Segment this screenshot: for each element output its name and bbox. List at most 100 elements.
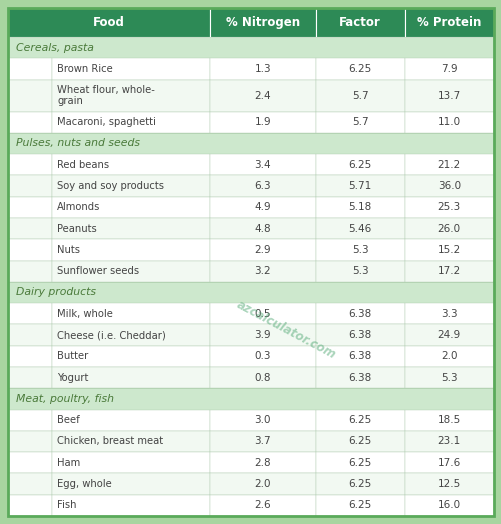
Bar bbox=[52, 80, 209, 112]
Text: Yogurt: Yogurt bbox=[57, 373, 89, 383]
Bar bbox=[52, 452, 209, 473]
Bar bbox=[404, 8, 493, 37]
Text: 2.0: 2.0 bbox=[440, 352, 456, 362]
Text: 7.9: 7.9 bbox=[440, 64, 457, 74]
Text: 15.2: 15.2 bbox=[437, 245, 460, 255]
Bar bbox=[209, 324, 315, 346]
Bar bbox=[209, 410, 315, 431]
Bar bbox=[209, 58, 315, 80]
Text: 1.3: 1.3 bbox=[254, 64, 271, 74]
Text: 23.1: 23.1 bbox=[437, 436, 460, 446]
Text: Factor: Factor bbox=[339, 16, 380, 29]
Bar bbox=[404, 58, 493, 80]
Text: 5.7: 5.7 bbox=[351, 117, 368, 127]
Text: 12.5: 12.5 bbox=[437, 479, 460, 489]
Text: 6.25: 6.25 bbox=[348, 479, 371, 489]
Text: Chicken, breast meat: Chicken, breast meat bbox=[57, 436, 163, 446]
Bar bbox=[52, 196, 209, 218]
Bar bbox=[8, 37, 493, 58]
Text: % Protein: % Protein bbox=[416, 16, 480, 29]
Text: Butter: Butter bbox=[57, 352, 89, 362]
Text: 6.25: 6.25 bbox=[348, 64, 371, 74]
Text: Meat, poultry, fish: Meat, poultry, fish bbox=[16, 394, 114, 404]
Bar bbox=[8, 218, 52, 239]
Text: 3.0: 3.0 bbox=[254, 415, 271, 425]
Bar bbox=[209, 431, 315, 452]
Bar bbox=[315, 452, 404, 473]
Bar bbox=[315, 260, 404, 282]
Bar bbox=[209, 495, 315, 516]
Bar bbox=[52, 410, 209, 431]
Text: Ham: Ham bbox=[57, 458, 81, 468]
Bar bbox=[8, 260, 52, 282]
Text: 26.0: 26.0 bbox=[437, 224, 460, 234]
Bar bbox=[209, 239, 315, 260]
Text: Macaroni, spaghetti: Macaroni, spaghetti bbox=[57, 117, 156, 127]
Bar bbox=[404, 410, 493, 431]
Bar bbox=[8, 452, 52, 473]
Bar bbox=[404, 303, 493, 324]
Text: 6.25: 6.25 bbox=[348, 458, 371, 468]
Bar bbox=[52, 239, 209, 260]
Text: 2.4: 2.4 bbox=[254, 91, 271, 101]
Bar bbox=[8, 324, 52, 346]
Text: 2.8: 2.8 bbox=[254, 458, 271, 468]
Bar bbox=[315, 473, 404, 495]
Bar bbox=[315, 239, 404, 260]
Bar bbox=[315, 346, 404, 367]
Bar bbox=[52, 495, 209, 516]
Bar bbox=[8, 196, 52, 218]
Bar bbox=[209, 218, 315, 239]
Text: 0.5: 0.5 bbox=[254, 309, 271, 319]
Text: azcalculator.com: azcalculator.com bbox=[234, 298, 337, 362]
Bar bbox=[8, 282, 493, 303]
Bar bbox=[52, 176, 209, 196]
Bar bbox=[52, 112, 209, 133]
Text: Brown Rice: Brown Rice bbox=[57, 64, 113, 74]
Text: 13.7: 13.7 bbox=[437, 91, 460, 101]
Text: 21.2: 21.2 bbox=[437, 160, 460, 170]
Bar bbox=[52, 154, 209, 176]
Text: 0.3: 0.3 bbox=[254, 352, 271, 362]
Bar bbox=[52, 303, 209, 324]
Text: Wheat flour, whole-
grain: Wheat flour, whole- grain bbox=[57, 85, 155, 106]
Text: 3.9: 3.9 bbox=[254, 330, 271, 340]
Bar bbox=[404, 218, 493, 239]
Bar bbox=[8, 58, 52, 80]
Text: 2.9: 2.9 bbox=[254, 245, 271, 255]
Bar bbox=[404, 495, 493, 516]
Bar bbox=[209, 112, 315, 133]
Bar bbox=[52, 324, 209, 346]
Text: 6.25: 6.25 bbox=[348, 415, 371, 425]
Bar bbox=[209, 346, 315, 367]
Bar bbox=[52, 473, 209, 495]
Text: Cereals, pasta: Cereals, pasta bbox=[16, 42, 94, 53]
Bar bbox=[8, 346, 52, 367]
Text: Cheese (i.e. Cheddar): Cheese (i.e. Cheddar) bbox=[57, 330, 166, 340]
Bar bbox=[315, 303, 404, 324]
Bar bbox=[404, 112, 493, 133]
Text: 6.38: 6.38 bbox=[348, 373, 371, 383]
Text: Fish: Fish bbox=[57, 500, 77, 510]
Bar bbox=[8, 80, 52, 112]
Text: 16.0: 16.0 bbox=[437, 500, 460, 510]
Bar bbox=[404, 176, 493, 196]
Bar bbox=[315, 176, 404, 196]
Text: 6.38: 6.38 bbox=[348, 330, 371, 340]
Text: 6.38: 6.38 bbox=[348, 352, 371, 362]
Bar bbox=[8, 388, 493, 410]
Text: 4.9: 4.9 bbox=[254, 202, 271, 212]
Text: 5.3: 5.3 bbox=[351, 245, 368, 255]
Bar bbox=[404, 80, 493, 112]
Bar bbox=[209, 8, 315, 37]
Bar bbox=[315, 112, 404, 133]
Bar bbox=[404, 431, 493, 452]
Bar bbox=[8, 176, 52, 196]
Bar bbox=[315, 324, 404, 346]
Bar bbox=[315, 8, 404, 37]
Text: 5.18: 5.18 bbox=[348, 202, 371, 212]
Text: 3.3: 3.3 bbox=[440, 309, 457, 319]
Bar bbox=[404, 196, 493, 218]
Bar bbox=[209, 452, 315, 473]
Text: 3.2: 3.2 bbox=[254, 266, 271, 276]
